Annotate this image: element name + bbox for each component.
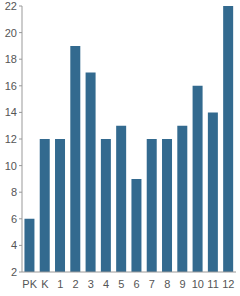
svg-text:7: 7 [149,278,155,290]
svg-text:16: 16 [8,80,17,92]
svg-text:9: 9 [179,278,185,290]
svg-text:10: 10 [192,278,204,290]
svg-text:4: 4 [103,278,109,290]
svg-text:11: 11 [207,278,218,290]
svg-text:4: 4 [11,239,17,251]
svg-text:3: 3 [88,278,94,290]
svg-text:1: 1 [57,278,63,290]
svg-text:5: 5 [118,278,124,290]
svg-text:2: 2 [11,266,17,278]
svg-text:6: 6 [134,278,140,290]
svg-text:PK: PK [22,278,37,290]
svg-text:12: 12 [8,133,17,145]
svg-text:12: 12 [222,278,232,290]
svg-text:20: 20 [8,27,17,39]
svg-text:2: 2 [72,278,78,290]
svg-text:22: 22 [8,0,17,12]
svg-text:8: 8 [11,186,17,198]
svg-text:6: 6 [11,213,17,225]
svg-text:14: 14 [8,106,17,118]
svg-text:18: 18 [8,53,17,65]
svg-text:K: K [41,278,49,290]
svg-text:8: 8 [164,278,170,290]
svg-text:10: 10 [8,160,17,172]
